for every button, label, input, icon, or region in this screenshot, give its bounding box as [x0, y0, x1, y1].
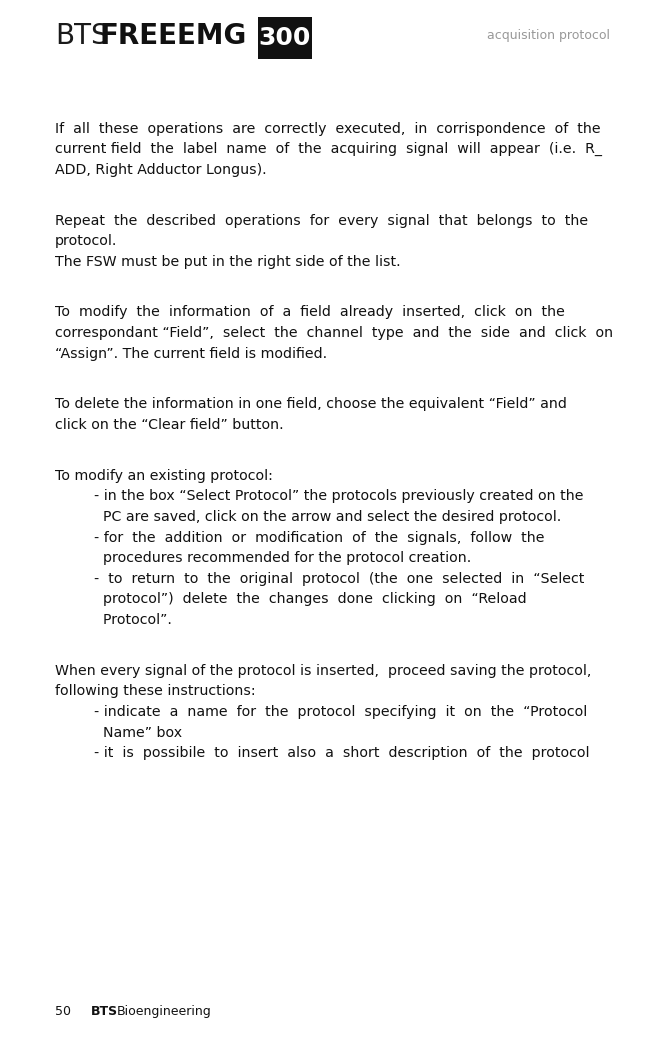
Text: click on the “Clear ﬁeld” button.: click on the “Clear ﬁeld” button. [55, 418, 284, 432]
Text: To delete the information in one ﬁeld, choose the equivalent “Field” and: To delete the information in one ﬁeld, c… [55, 398, 567, 412]
Text: 50: 50 [55, 1005, 71, 1018]
Text: “Assign”. The current ﬁeld is modiﬁed.: “Assign”. The current ﬁeld is modiﬁed. [55, 347, 327, 361]
Text: Repeat  the  described  operations  for  every  signal  that  belongs  to  the: Repeat the described operations for ever… [55, 214, 588, 227]
Text: FREEEMG: FREEEMG [99, 22, 247, 50]
Text: protocol.: protocol. [55, 234, 117, 249]
Text: To  modify  the  information  of  a  ﬁeld  already  inserted,  click  on  the: To modify the information of a ﬁeld alre… [55, 306, 565, 320]
Text: current ﬁeld  the  label  name  of  the  acquiring  signal  will  appear  (i.e. : current ﬁeld the label name of the acqui… [55, 142, 602, 157]
Text: Bioengineering: Bioengineering [117, 1005, 212, 1018]
Text: procedures recommended for the protocol creation.: procedures recommended for the protocol … [94, 551, 471, 565]
Text: - it  is  possibile  to  insert  also  a  short  description  of  the  protocol: - it is possibile to insert also a short… [94, 746, 589, 761]
Text: When every signal of the protocol is inserted,  proceed saving the protocol,: When every signal of the protocol is ins… [55, 663, 591, 678]
Text: BTS: BTS [55, 22, 109, 50]
Text: The FSW must be put in the right side of the list.: The FSW must be put in the right side of… [55, 255, 401, 269]
Text: Protocol”.: Protocol”. [94, 613, 172, 627]
FancyBboxPatch shape [254, 15, 316, 61]
Text: -  to  return  to  the  original  protocol  (the  one  selected  in  “Select: - to return to the original protocol (th… [94, 571, 585, 586]
Text: If  all  these  operations  are  correctly  executed,  in  corrispondence  of  t: If all these operations are correctly ex… [55, 122, 601, 135]
Text: - for  the  addition  or  modiﬁcation  of  the  signals,  follow  the: - for the addition or modiﬁcation of the… [94, 530, 545, 545]
Text: To modify an existing protocol:: To modify an existing protocol: [55, 469, 273, 482]
Text: correspondant “Field”,  select  the  channel  type  and  the  side  and  click  : correspondant “Field”, select the channe… [55, 326, 613, 340]
Text: - in the box “Select Protocol” the protocols previously created on the: - in the box “Select Protocol” the proto… [94, 489, 583, 504]
Text: following these instructions:: following these instructions: [55, 685, 256, 698]
Text: ADD, Right Adductor Longus).: ADD, Right Adductor Longus). [55, 163, 267, 177]
Text: BTS: BTS [91, 1005, 118, 1018]
Text: PC are saved, click on the arrow and select the desired protocol.: PC are saved, click on the arrow and sel… [94, 510, 561, 524]
Text: acquisition protocol: acquisition protocol [487, 30, 610, 42]
Text: protocol”)  delete  the  changes  done  clicking  on  “Reload: protocol”) delete the changes done click… [94, 592, 527, 606]
Text: Name” box: Name” box [94, 726, 182, 740]
Text: - indicate  a  name  for  the  protocol  specifying  it  on  the  “Protocol: - indicate a name for the protocol speci… [94, 705, 587, 719]
Text: 300: 300 [259, 26, 311, 50]
